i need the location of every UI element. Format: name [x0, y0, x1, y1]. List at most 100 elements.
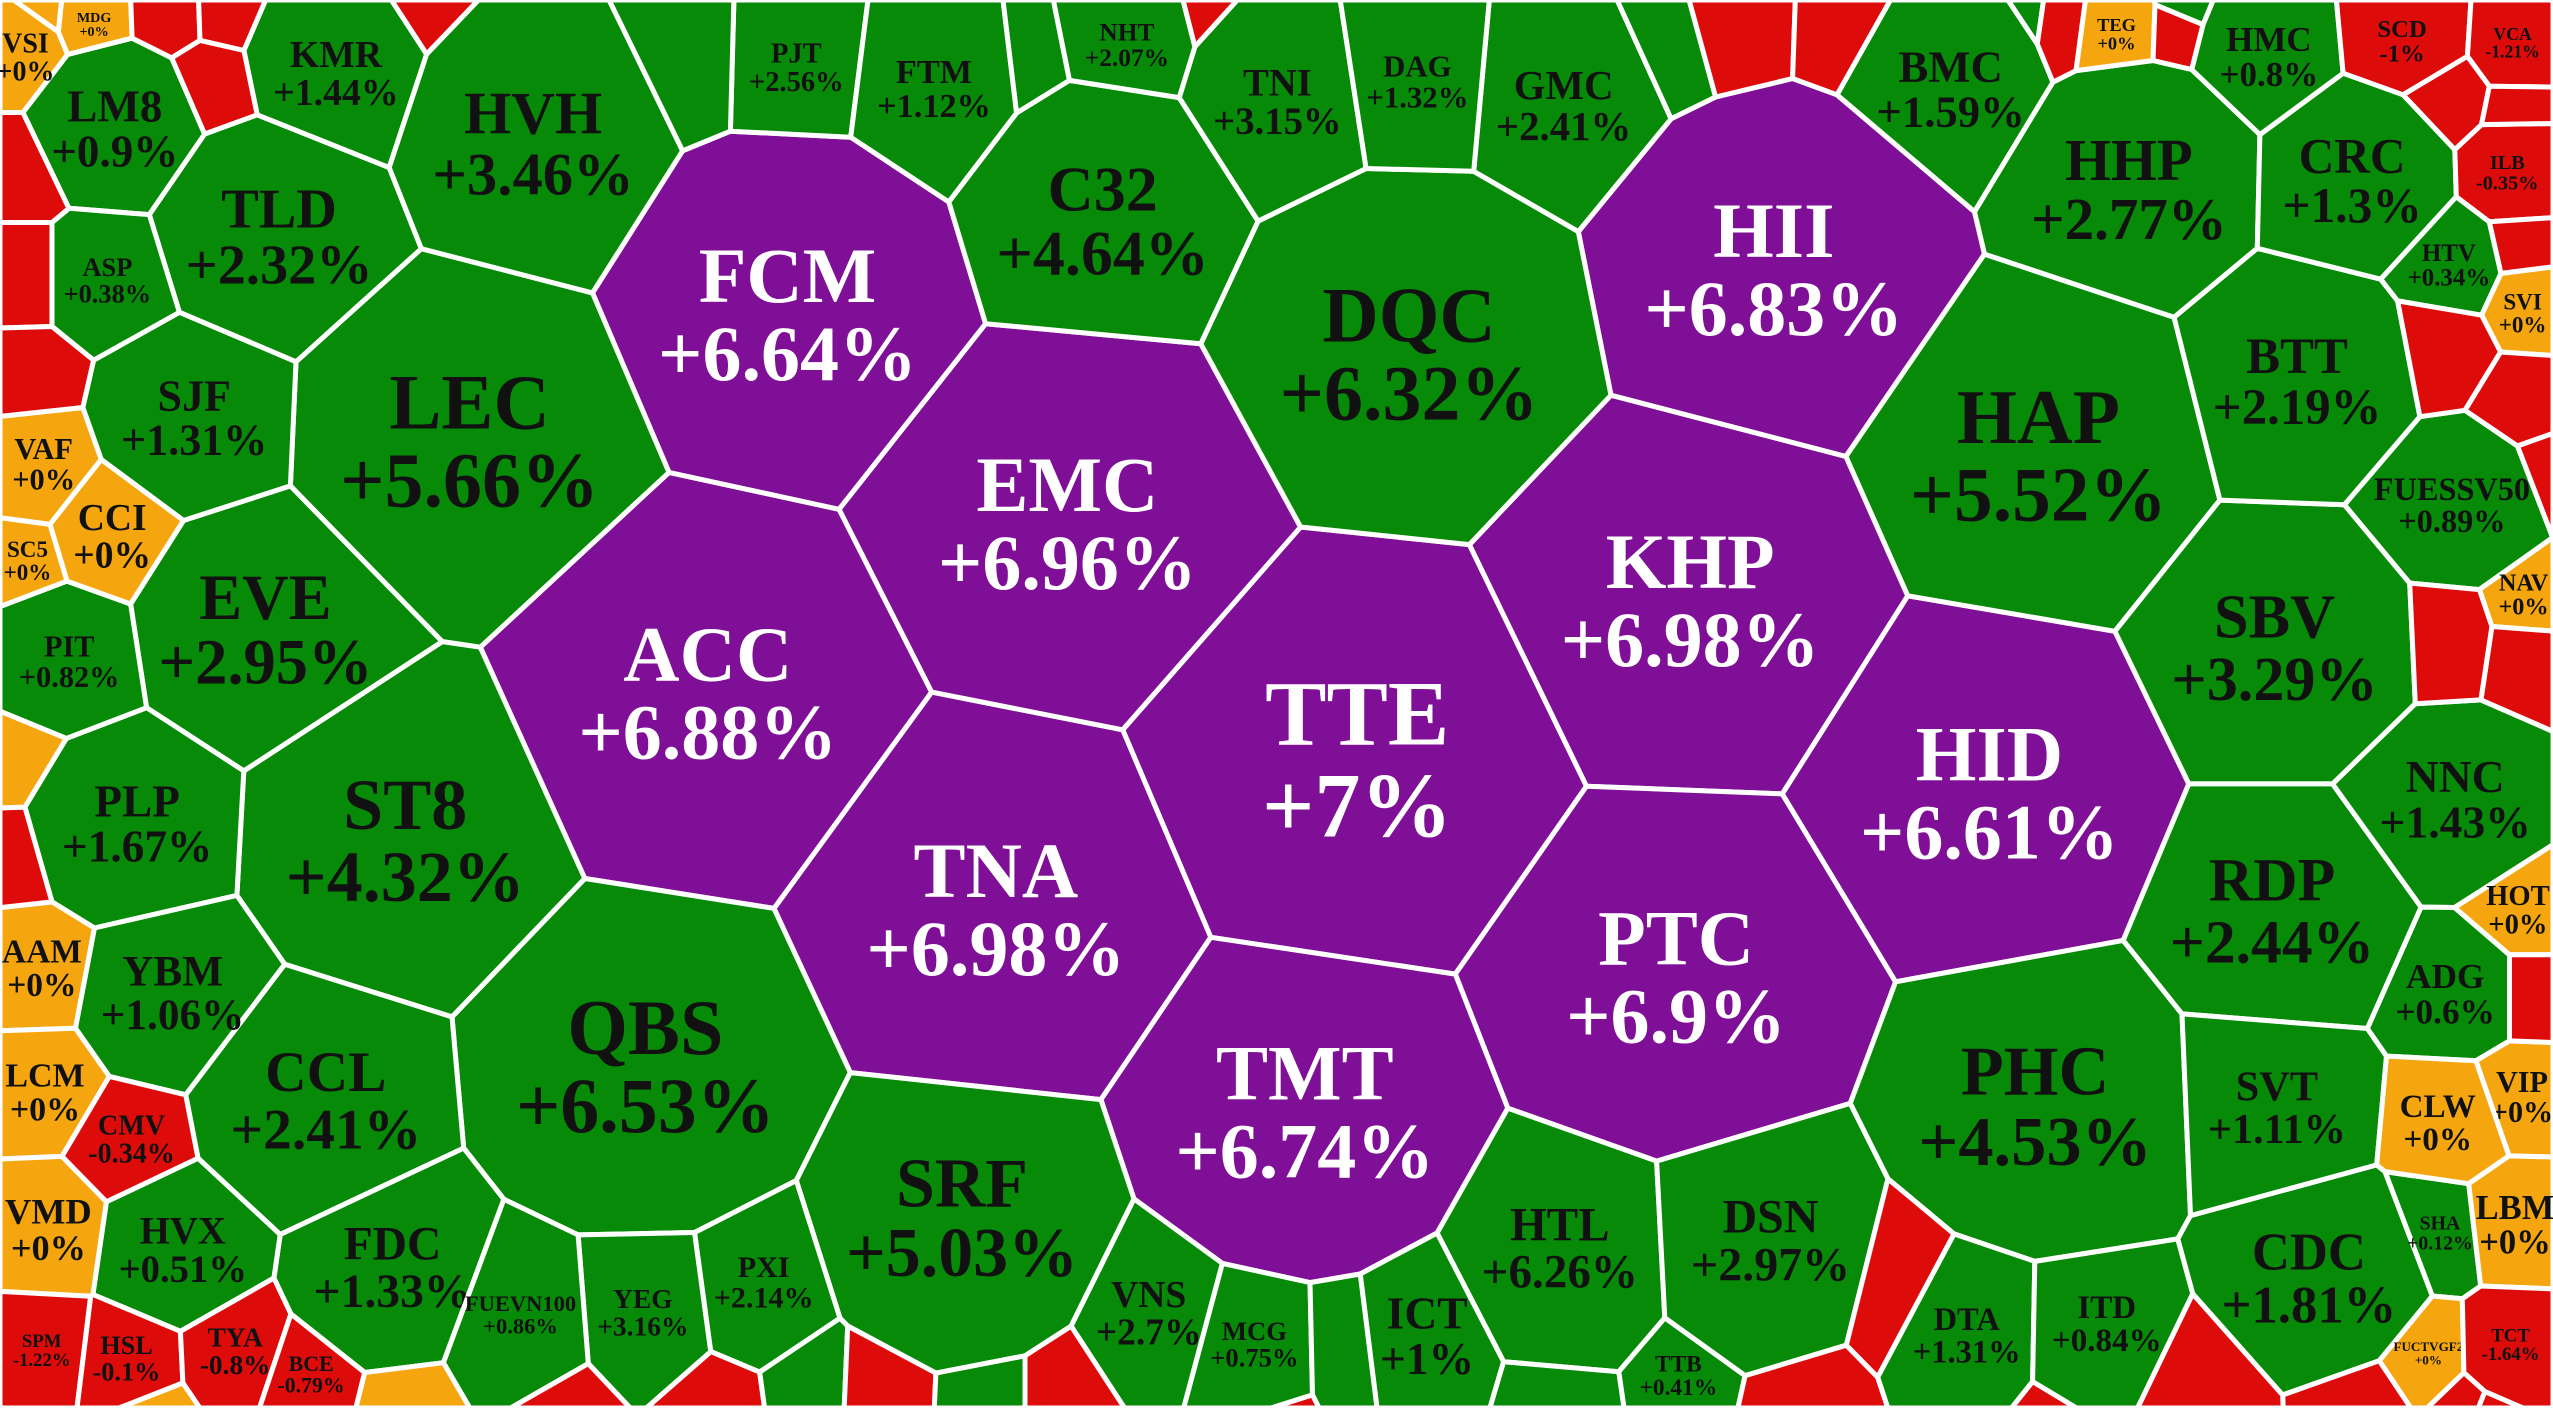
cell-ticker: CRC [2299, 129, 2406, 184]
cell-shape [931, 1353, 1028, 1408]
heatmap-cell-minor[interactable] [388, 0, 481, 57]
cell-ticker: HVX [140, 1210, 226, 1252]
heatmap-cell-tmt[interactable]: TMT+6.74% [1098, 934, 1511, 1286]
heatmap-cell-sbv[interactable]: SBV+3.29% [2112, 497, 2418, 787]
heatmap-cell-minor[interactable] [1735, 1342, 1891, 1408]
heatmap-cell-pxi[interactable]: PXI+2.14% [692, 1178, 843, 1375]
cell-change: +5.52% [1910, 452, 2167, 538]
heatmap-cell-teg[interactable]: TEG+0% [2073, 0, 2158, 74]
cell-change: +0.82% [19, 660, 120, 694]
heatmap-cell-c32[interactable]: C32+4.64% [946, 77, 1261, 347]
heatmap-cell-hap[interactable]: HAP+5.52% [1843, 251, 2223, 634]
heatmap-cell-adg[interactable]: ADG+0.6% [2364, 904, 2512, 1064]
cell-change: +5.66% [340, 437, 599, 524]
heatmap-cell-btt[interactable]: BTT+2.19% [2171, 245, 2423, 508]
heatmap-cell-ict[interactable]: ICT+1% [1357, 1230, 1507, 1408]
heatmap-cell-minor[interactable] [2507, 952, 2553, 1045]
heatmap-cell-emc[interactable]: EMC+6.96% [836, 321, 1304, 733]
cell-change: +0.51% [119, 1249, 247, 1291]
heatmap-cell-cmv[interactable]: CMV-0.34% [59, 1073, 201, 1205]
heatmap-cell-minor[interactable] [353, 1360, 473, 1408]
heatmap-cell-minor[interactable] [2151, 0, 2216, 28]
heatmap-cell-minor[interactable] [2475, 1389, 2526, 1408]
heatmap-cell-hmc[interactable]: HMC+0.8% [2189, 0, 2346, 138]
heatmap-cell-minor[interactable] [0, 324, 97, 419]
heatmap-cell-lbm[interactable]: LBM+0% [2466, 1153, 2553, 1292]
heatmap-cell-pit[interactable]: PIT+0.82% [0, 578, 150, 741]
heatmap-cell-cdc[interactable]: CDC+1.81% [2175, 1162, 2435, 1398]
heatmap-cell-hii[interactable]: HII+6.83% [1575, 76, 1987, 459]
heatmap-cell-lm8[interactable]: LM8+0.9% [20, 35, 208, 218]
heatmap-cell-nht[interactable]: NHT+2.07% [1050, 0, 1198, 101]
heatmap-cell-minor[interactable] [2400, 53, 2492, 153]
heatmap-cell-srf[interactable]: SRF+5.03% [793, 1070, 1137, 1376]
heatmap-cell-lcm[interactable]: LCM+0% [0, 1025, 112, 1162]
heatmap-cell-minor[interactable] [2135, 1291, 2286, 1408]
heatmap-cell-kmr[interactable]: KMR+1.44% [241, 0, 430, 170]
heatmap-cell-minor[interactable] [2479, 83, 2553, 128]
heatmap-cell-minor[interactable] [508, 1361, 633, 1408]
heatmap-cell-ttb[interactable]: TTB+0.41% [1616, 1315, 1748, 1408]
heatmap-cell-gmc[interactable]: GMC+2.41% [1471, 0, 1674, 235]
heatmap-cell-sjf[interactable]: SJF+1.31% [80, 309, 299, 523]
heatmap-cell-hvh[interactable]: HVH+3.46% [386, 0, 686, 296]
cell-ticker: TEG [2097, 15, 2136, 35]
heatmap-cell-minor[interactable] [1268, 1392, 1322, 1408]
cell-ticker: PJT [771, 39, 822, 70]
heatmap-cell-aam[interactable]: AAM+0% [0, 899, 97, 1034]
cell-shape [2507, 952, 2553, 1045]
heatmap-cell-sc5[interactable]: SC5+0% [0, 515, 70, 610]
heatmap-cell-tld[interactable]: TLD+2.32% [146, 112, 424, 365]
cell-ticker: SC5 [7, 536, 48, 562]
heatmap-cell-pjt[interactable]: PJT+2.56% [727, 0, 871, 140]
heatmap-cell-minor[interactable] [1790, 0, 1893, 98]
heatmap-cell-ftm[interactable]: FTM+1.12% [848, 0, 1020, 205]
heatmap-cell-tct[interactable]: TCT-1.64% [2459, 1283, 2553, 1408]
heatmap-cell-minor[interactable] [643, 1349, 767, 1408]
heatmap-cell-mcg[interactable]: MCG+0.75% [1181, 1260, 1315, 1408]
heatmap-cell-dag[interactable]: DAG+1.32% [1337, 0, 1492, 174]
heatmap-cell-vns[interactable]: VNS+2.7% [1068, 1196, 1225, 1408]
heatmap-cell-minor[interactable] [1000, 0, 1072, 116]
cell-change: +4.53% [1918, 1103, 2152, 1181]
heatmap-cell-minor[interactable] [169, 37, 260, 137]
heatmap-cell-minor[interactable] [931, 1353, 1028, 1408]
heatmap-cell-hhp[interactable]: HHP+2.77% [1972, 58, 2263, 320]
heatmap-cell-minor[interactable] [1487, 1359, 1627, 1408]
heatmap-cell-qbs[interactable]: QBS+6.53% [449, 876, 853, 1238]
heatmap-cell-minor[interactable] [1307, 1271, 1380, 1408]
heatmap-cell-clw[interactable]: CLW+0% [2374, 1053, 2512, 1187]
heatmap-cell-eve[interactable]: EVE+2.95% [128, 483, 445, 774]
heatmap-cell-tya[interactable]: TYA-0.8% [177, 1275, 294, 1408]
heatmap-cell-hvx[interactable]: HVX+0.51% [90, 1155, 283, 1334]
cell-ticker: ILB [2490, 152, 2525, 174]
heatmap-cell-minor[interactable] [1180, 0, 1240, 50]
heatmap-cell-yeg[interactable]: YEG+3.16% [575, 1230, 714, 1408]
cell-ticker: EMC [976, 441, 1158, 528]
heatmap-cell-minor[interactable] [116, 1380, 203, 1408]
heatmap-cell-minor[interactable] [0, 220, 55, 331]
heatmap-cell-minor[interactable] [606, 0, 737, 154]
heatmap-cell-minor[interactable] [2462, 349, 2553, 449]
heatmap-cell-minor[interactable] [2034, 0, 2088, 85]
heatmap-cell-minor[interactable] [11, 0, 65, 35]
cell-change: +0.8% [2220, 55, 2319, 94]
heatmap-cell-dsn[interactable]: DSN+2.97% [1654, 1100, 1891, 1379]
cell-change: +0% [0, 57, 54, 88]
heatmap-cell-minor[interactable] [2486, 215, 2553, 276]
heatmap-cell-minor[interactable] [2009, 1379, 2079, 1408]
heatmap-cell-acc[interactable]: ACC+6.88% [477, 469, 935, 911]
heatmap-cell-minor[interactable] [2407, 580, 2495, 707]
heatmap-cell-crc[interactable]: CRC+1.3% [2254, 70, 2459, 282]
heatmap-cell-vca[interactable]: VCA-1.21% [2464, 0, 2553, 90]
heatmap-cell-ccl[interactable]: CCL+2.41% [183, 961, 467, 1237]
heatmap-cell-rdp[interactable]: RDP+2.44% [2120, 781, 2424, 1031]
heatmap-cell-lec[interactable]: LEC+5.66% [287, 246, 672, 650]
heatmap-cell-plp[interactable]: PLP+1.67% [22, 705, 247, 931]
heatmap-cell-ptc[interactable]: PTC+6.9% [1452, 783, 1899, 1164]
heatmap-cell-minor[interactable] [0, 708, 69, 811]
cell-shape [1180, 0, 1240, 50]
heatmap-cell-cci[interactable]: CCI+0% [47, 457, 186, 607]
heatmap-cell-svt[interactable]: SVT+1.11% [2179, 1011, 2389, 1219]
heatmap-cell-bce[interactable]: BCE-0.79% [257, 1311, 368, 1408]
